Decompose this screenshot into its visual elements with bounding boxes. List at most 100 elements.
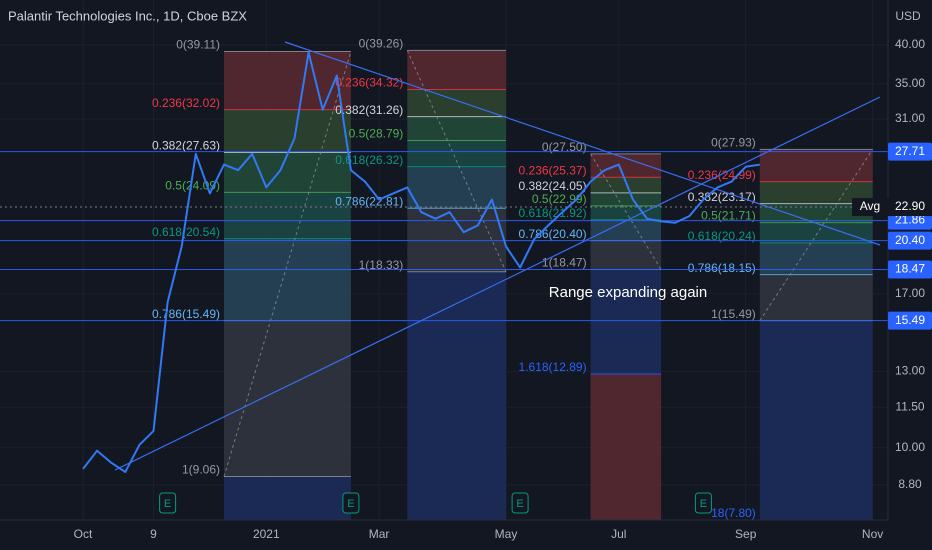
fib-label: 1(9.06) — [182, 463, 220, 477]
fib-label: 0.786(20.40) — [519, 227, 587, 241]
fib-band — [224, 192, 351, 239]
price-label: 18.47 — [895, 262, 925, 276]
price-tag — [888, 260, 932, 279]
fib-band — [590, 374, 662, 520]
fib-label: 1(18.47) — [542, 256, 587, 270]
fib-band — [224, 476, 351, 520]
price-label: 21.86 — [895, 213, 925, 227]
trend-line — [284, 41, 881, 246]
fib-band — [759, 320, 873, 520]
earnings-icon — [694, 492, 712, 514]
x-tick-label: Oct — [74, 527, 93, 541]
earnings-label: E — [700, 498, 707, 510]
fib-band — [407, 271, 506, 520]
fib-trend — [406, 50, 507, 272]
fib-band — [590, 192, 662, 206]
price-tag — [888, 142, 932, 161]
fib-label: 0.236(24.99) — [688, 168, 756, 182]
y-tick-label: 35.00 — [895, 76, 925, 90]
fib-band — [759, 149, 873, 182]
fib-label: 0.618(20.54) — [152, 225, 220, 239]
fib-label: 0(27.93) — [711, 136, 756, 150]
fib-label: 0.236(25.37) — [519, 163, 587, 177]
earnings-icon — [511, 492, 529, 514]
y-tick-label: 31.00 — [895, 111, 925, 125]
x-tick-label: May — [495, 527, 518, 541]
earnings-label: E — [164, 498, 171, 510]
fib-band — [590, 153, 662, 178]
fib-trend — [590, 153, 662, 270]
fib-label: 1(15.49) — [711, 307, 756, 321]
x-tick-label: 2021 — [253, 527, 280, 541]
x-tick-label: Mar — [369, 527, 390, 541]
currency-label: USD — [895, 9, 921, 23]
x-tick-label: Sep — [735, 527, 757, 541]
annotation: Range expanding again — [549, 284, 707, 301]
price-label: 20.40 — [895, 233, 925, 247]
fib-label: 0.5(21.71) — [701, 209, 756, 223]
fib-label: 0.786(18.15) — [688, 261, 756, 275]
price-line-series — [82, 51, 760, 473]
price-tag — [888, 311, 932, 330]
earnings-icon — [159, 492, 177, 514]
fib-trend — [759, 149, 874, 321]
fib-band — [590, 219, 662, 241]
fib-label: 0.618(21.92) — [519, 206, 587, 220]
fib-label: 0.236(32.02) — [152, 96, 220, 110]
fib-label: 0.382(23.17) — [688, 190, 756, 204]
earnings-label: E — [516, 498, 523, 510]
fib-band — [407, 208, 506, 272]
fib-band — [759, 203, 873, 223]
price-label: 15.49 — [895, 313, 925, 327]
price-tag — [888, 231, 932, 250]
fib-label: 0.618(20.24) — [688, 229, 756, 243]
avg-label: 22.90 — [895, 199, 925, 213]
earnings-label: E — [347, 498, 354, 510]
x-tick-label: 9 — [150, 527, 157, 541]
avg-tag — [852, 198, 932, 217]
trend-line — [114, 96, 881, 471]
fib-band — [759, 274, 873, 321]
fib-band — [759, 222, 873, 243]
fib-band — [407, 166, 506, 209]
fib-band — [224, 320, 351, 477]
fib-label: 0.5(22.99) — [532, 192, 587, 206]
y-tick-label: 11.50 — [895, 399, 924, 413]
fib-band — [590, 205, 662, 220]
fib-label: 0.5(28.79) — [349, 127, 404, 141]
fib-label: 0(39.26) — [359, 37, 404, 51]
y-tick-label: 8.80 — [898, 477, 922, 491]
x-tick-label: Jul — [611, 527, 626, 541]
chart-title: Palantir Technologies Inc., 1D, Cboe BZX — [8, 8, 247, 23]
fib-band — [590, 177, 662, 193]
y-tick-label: 10.00 — [895, 440, 925, 454]
fib-label: 18(7.80) — [711, 506, 756, 520]
fib-label: 1(18.33) — [359, 258, 404, 272]
fib-band — [759, 181, 873, 204]
fib-label: 0(27.50) — [542, 140, 587, 154]
fib-label: 0.382(27.63) — [152, 139, 220, 153]
fib-band — [224, 109, 351, 153]
avg-name: Avg — [860, 199, 880, 213]
fib-label: 0.382(24.05) — [519, 179, 587, 193]
y-tick-label: 40.00 — [895, 37, 925, 51]
fib-band — [224, 152, 351, 193]
fib-label: 0.786(22.81) — [335, 194, 403, 208]
price-label: 27.71 — [895, 144, 925, 158]
fib-band — [224, 238, 351, 321]
fib-band — [590, 240, 662, 270]
axis: 8.80 10.00 11.50 13.00 17.00 31.00 35.00 40.00 O… — [74, 37, 932, 541]
fib-trend — [223, 51, 352, 477]
price-tag — [888, 211, 932, 230]
fib-label: 1.618(12.89) — [519, 360, 587, 374]
fib-band — [407, 50, 506, 90]
x-tick-label: Nov — [862, 527, 883, 541]
fib-label: 0.382(31.26) — [335, 103, 403, 117]
fib-label: 0.786(15.49) — [152, 307, 220, 321]
earnings-icon — [342, 492, 360, 514]
fib-band — [407, 116, 506, 141]
y-tick-label: 17.00 — [895, 286, 925, 300]
y-tick-label: 13.00 — [895, 364, 925, 378]
